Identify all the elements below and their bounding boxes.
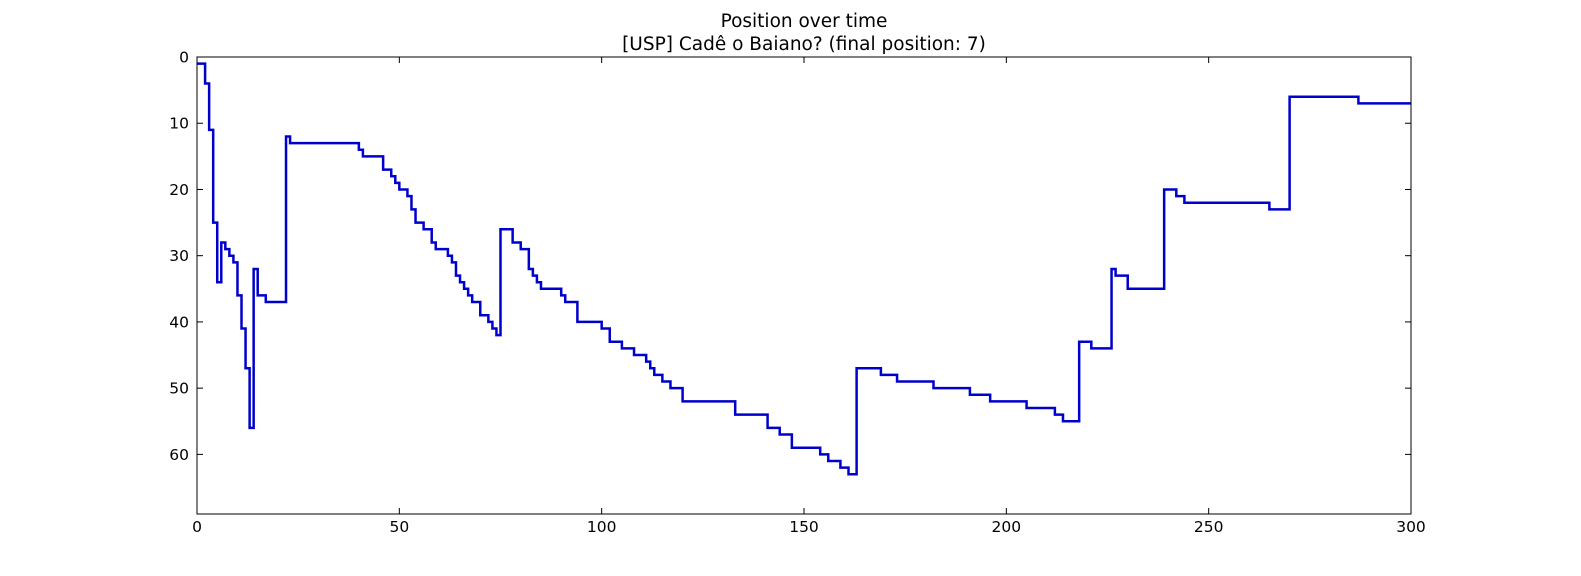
- x-tick-label: 100: [587, 518, 617, 536]
- x-tick-label: 0: [192, 518, 202, 536]
- x-tick-label: 250: [1194, 518, 1224, 536]
- axis-ticks: [196, 56, 1412, 514]
- x-tick-label: 50: [389, 518, 409, 536]
- y-tick-label: 30: [169, 247, 189, 265]
- y-tick-label: 60: [169, 446, 189, 464]
- tick-labels: 0 50 100 150 200 250 300 0 10 20 30 40 50 60: [169, 49, 1426, 537]
- y-tick-label: 40: [169, 313, 189, 331]
- y-tick-label: 0: [179, 49, 189, 67]
- x-tick-label: 200: [992, 518, 1022, 536]
- chart-subtitle: [USP] Cadê o Baiano? (final position: 7): [622, 34, 986, 55]
- plot-frame: [196, 56, 1412, 515]
- chart-title: Position over time: [721, 11, 888, 32]
- x-tick-label: 150: [789, 518, 819, 536]
- x-tick-label: 300: [1396, 518, 1426, 536]
- y-tick-label: 50: [169, 380, 189, 398]
- y-tick-label: 10: [169, 115, 189, 133]
- y-tick-label: 20: [169, 181, 189, 199]
- series-line: [197, 62, 1411, 476]
